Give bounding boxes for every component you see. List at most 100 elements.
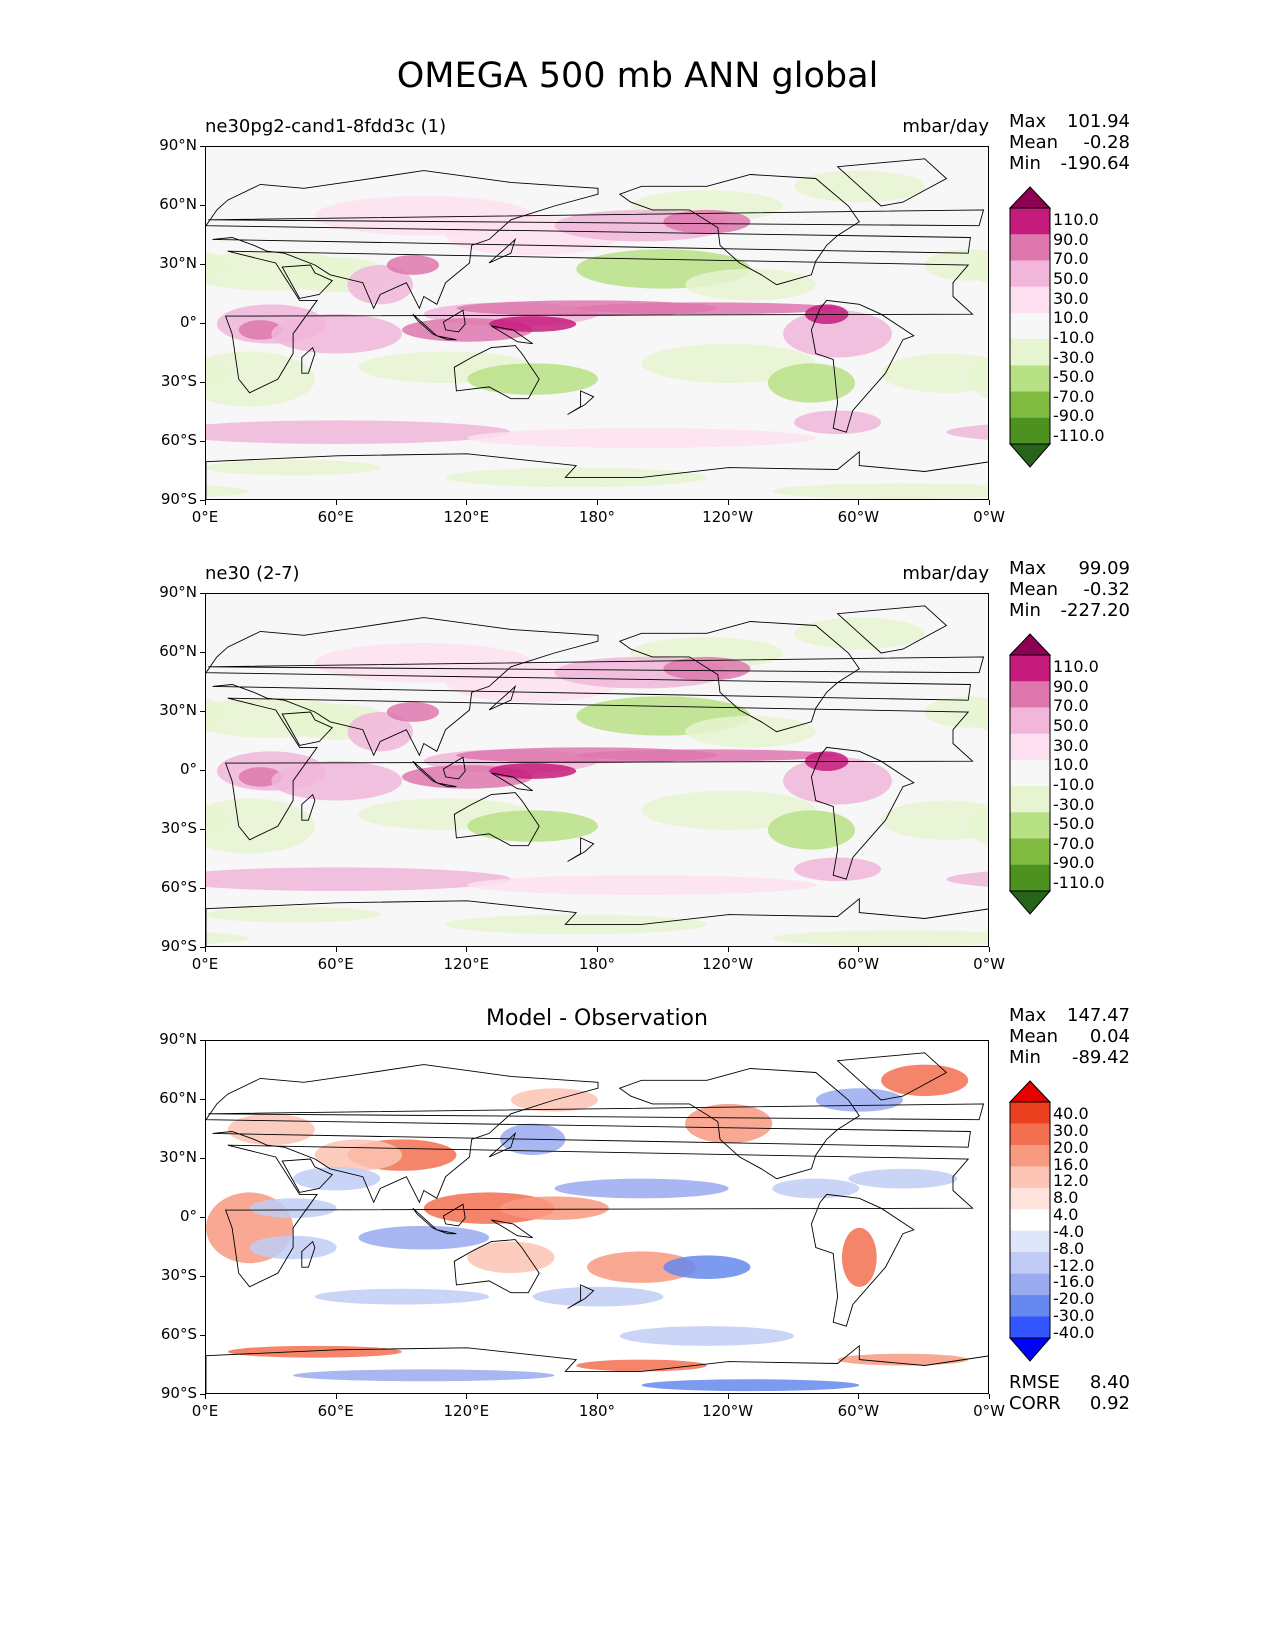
panel-reference-colorbar-segment (1010, 838, 1050, 866)
panel-difference-x-tick: 0°W (973, 1402, 1005, 1420)
panel-reference-y-tick-mark (200, 770, 205, 771)
panel-difference-y-tick-mark (200, 1335, 205, 1336)
panel-difference-y-tick-mark (200, 1158, 205, 1159)
panel-difference-colorbar (1008, 1080, 1052, 1362)
panel-difference-colorbar-segment (1010, 1230, 1050, 1253)
panel-reference-colorbar-wrap (1008, 633, 1052, 919)
panel-test-field-blob (767, 363, 855, 403)
panel-reference-colorbar-label: 90.0 (1053, 676, 1089, 696)
panel-difference-corr-label: CORR (1009, 1393, 1061, 1414)
panel-test-field-blob (206, 351, 315, 407)
panel-reference-field-blob (467, 875, 816, 895)
panel-test-colorbar-label: 50.0 (1053, 268, 1089, 288)
panel-reference-field-blob (881, 800, 988, 840)
panel-test-coastline (442, 309, 466, 333)
panel-test-coastline (281, 264, 334, 299)
panel-difference-colorbar-label: -4.0 (1053, 1221, 1085, 1241)
panel-reference-x-tick: 60°W (837, 955, 880, 973)
panel-test-colorbar-frame (1009, 207, 1051, 445)
panel-test-x-tick-mark (858, 500, 860, 505)
panel-reference-colorbar-extend-bottom (1008, 890, 1052, 915)
panel-test-coastline (836, 158, 948, 207)
panel-test-field-blob (206, 251, 228, 279)
panel-test-x-tick: 120°W (702, 508, 754, 526)
panel-difference-field-blob (815, 1088, 903, 1112)
panel-test-field-blob (467, 428, 816, 448)
panel-test-y-tick-mark (200, 382, 205, 383)
panel-test-colorbar (1008, 186, 1052, 468)
panel-reference-colorbar-segment (1010, 786, 1050, 813)
panel-difference-y-tick-mark (200, 1394, 205, 1395)
panel-difference-colorbar-label: -20.0 (1053, 1289, 1095, 1309)
panel-difference-coastline (208, 1103, 985, 1121)
panel-test-field-blob (206, 420, 511, 444)
panel-difference-rmse-label: RMSE (1009, 1372, 1060, 1393)
panel-difference-field-blob (841, 1227, 877, 1287)
panel-test-stat-min-label: Min (1009, 153, 1041, 174)
panel-test-y-tick: 90°N (159, 136, 197, 154)
panel-difference-colorbar-segment (1010, 1102, 1050, 1124)
panel-reference-field-blob (641, 790, 816, 830)
panel-test-coastline (412, 313, 438, 337)
panel-test-x-tick-mark (466, 500, 468, 505)
panel-test-stat-max-value: 101.94 (1067, 111, 1130, 132)
panel-reference-field-blob (206, 698, 228, 726)
panel-difference-colorbar-extend-top (1008, 1080, 1052, 1103)
panel-difference-coastline (436, 1229, 457, 1235)
panel-difference-x-tick: 120°E (443, 1402, 490, 1420)
panel-reference-field-blob (968, 806, 988, 846)
panel-test-coastline (453, 345, 540, 400)
panel-difference-y-tick-mark (200, 1217, 205, 1218)
panel-difference-center-title: Model - Observation (486, 1006, 708, 1031)
panel-reference-y-tick-mark (200, 947, 205, 948)
panel-difference-x-tick: 60°W (837, 1402, 880, 1420)
panel-difference-field-blob (293, 1166, 381, 1191)
panel-reference-x-tick-mark (597, 947, 598, 952)
panel-test-colorbar-segment (1010, 312, 1050, 340)
panel-difference-colorbar-frame (1009, 1101, 1051, 1339)
panel-test-x-tick: 60°E (317, 508, 354, 526)
panel-test-y-tick: 30°N (159, 254, 197, 272)
panel-difference-colorbar-label: -8.0 (1053, 1238, 1085, 1258)
panel-reference-y-tick: 60°S (160, 878, 197, 896)
panel-test-field-blob (467, 363, 598, 395)
panel-reference-coastline (453, 792, 540, 847)
panel-reference-units: mbar/day (902, 563, 989, 584)
panel-difference-corr-value: 0.92 (1089, 1393, 1130, 1414)
panel-difference-colorbar-label: 16.0 (1053, 1154, 1089, 1174)
panel-test-y-tick-mark (200, 441, 205, 442)
panel-reference-coastline (206, 617, 971, 757)
panel-reference-field-blob (767, 810, 855, 850)
panel-test-stat-max-label: Max (1009, 111, 1047, 132)
panel-difference-y-tick-mark (200, 1276, 205, 1277)
panel-test-stat-mean-value: -0.28 (1083, 132, 1130, 153)
panel-reference-y-tick-mark (200, 652, 205, 653)
panel-difference-field-blob (587, 1251, 696, 1283)
panel-difference-x-tick-mark (989, 1394, 990, 1399)
panel-reference-coastline (491, 772, 533, 792)
panel-test-field-blob (206, 459, 381, 476)
panel-reference-stat-max-value: 99.09 (1078, 558, 1130, 579)
panel-test-colorbar-extend-top (1008, 186, 1052, 209)
panel-reference-coastline (208, 656, 985, 674)
panel-test-colorbar-segment (1010, 260, 1050, 288)
panel-reference-coastline (442, 756, 466, 780)
panel-reference-colorbar-label: 110.0 (1053, 657, 1099, 676)
panel-difference-x-tick: 60°E (317, 1402, 354, 1420)
figure-title: OMEGA 500 mb ANN global (396, 56, 879, 96)
panel-difference-field-blob (227, 1113, 315, 1146)
panel-difference-field-blob (554, 1178, 729, 1199)
panel-reference-coastline (618, 621, 860, 733)
panel-reference-coastline (281, 711, 334, 746)
panel-test-field-blob (271, 314, 402, 354)
panel-difference-field-blob (293, 1369, 555, 1382)
panel-test-field-blob (314, 196, 533, 236)
panel-difference-coastline (491, 1219, 533, 1239)
panel-difference-x-tick: 180° (578, 1402, 616, 1420)
panel-test-field-blob (489, 316, 577, 332)
panel-difference-x-tick-mark (466, 1394, 468, 1399)
panel-reference-colorbar-extend-top (1008, 633, 1052, 656)
panel-difference-coastline (567, 1284, 595, 1309)
panel-test-colorbar-segment (1010, 365, 1050, 393)
panel-reference-x-tick-mark (727, 947, 729, 952)
